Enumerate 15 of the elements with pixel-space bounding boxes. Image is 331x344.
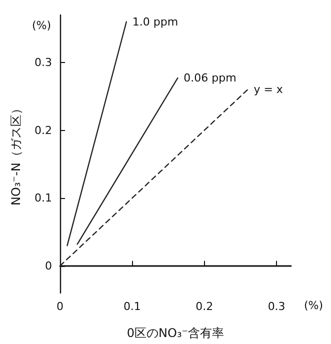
x-tick-label: 0.3 [268,300,286,313]
y-tick-label: 0 [45,259,52,272]
x-tick-label: 0 [56,300,64,313]
series-label: y = x [254,83,284,96]
text: (%) [304,299,324,312]
y-tick-label: 0.2 [34,124,52,137]
text: (%) [32,19,52,32]
series-label: 0.06 ppm [184,72,236,85]
y-tick-label: 0.3 [34,56,52,69]
x-axis-title: 0区のNO₃⁻含有率 [126,326,224,340]
y-tick-label: 0.1 [34,192,52,205]
y-axis-title: NO₃⁻-N（ガス区） [9,102,23,206]
series-label: 1.0 ppm [132,15,178,28]
x-tick-label: 0.1 [123,300,141,313]
x-tick-label: 0.2 [196,300,214,313]
